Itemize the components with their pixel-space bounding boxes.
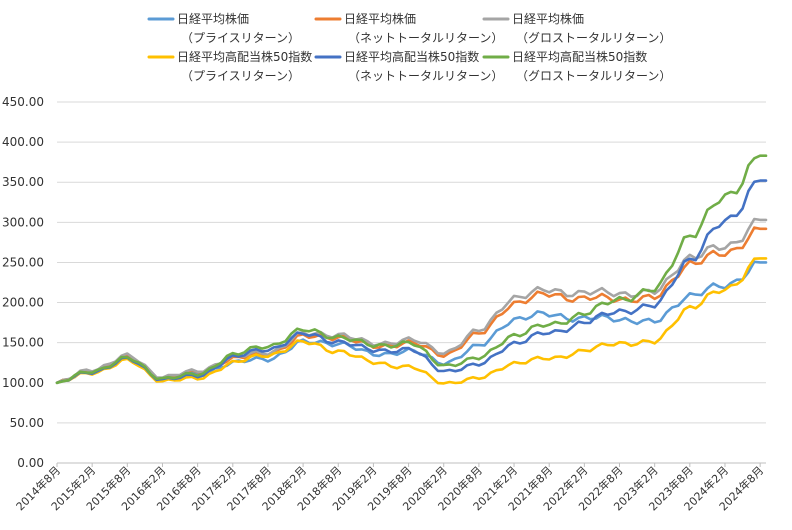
y-tick-label: 150.00 [2, 336, 44, 350]
y-tick-label: 450.00 [2, 95, 44, 109]
legend-sublabel: （ネットトータルリターン） [348, 69, 503, 83]
legend-label: 日経平均株価 [512, 11, 584, 26]
legend-sublabel: （プライスリターン） [181, 31, 300, 45]
y-tick-label: 100.00 [2, 376, 44, 390]
series-lines [55, 154, 768, 385]
series-line [55, 154, 768, 385]
legend-sublabel: （ネットトータルリターン） [348, 31, 503, 45]
legend-label: 日経平均株価 [344, 11, 416, 26]
legend-label: 日経平均高配当株50指数 [344, 49, 479, 64]
series-line [55, 226, 768, 385]
legend-sublabel: （グロストータルリターン） [516, 69, 671, 83]
y-tick-label: 400.00 [2, 135, 44, 149]
y-tick-label: 300.00 [2, 215, 44, 229]
gridlines [57, 101, 766, 464]
y-tick-label: 50.00 [10, 416, 44, 430]
legend-label: 日経平均高配当株50指数 [177, 49, 312, 64]
y-tick-label: 200.00 [2, 296, 44, 310]
legend-label: 日経平均株価 [177, 11, 249, 26]
y-tick-label: 350.00 [2, 175, 44, 189]
series-line [55, 260, 768, 385]
legend-label: 日経平均高配当株50指数 [512, 49, 647, 64]
x-axis-ticks: 2014年8月2015年2月2015年8月2016年2月2016年8月2017年… [13, 463, 766, 513]
y-axis-ticks: 0.00 50.00 100.00 150.00 200.00 250.00 300.00 3… [2, 95, 44, 470]
series-line [55, 257, 768, 385]
legend-sublabel: （プライスリターン） [181, 69, 300, 83]
legend: 日経平均株価 （プライスリターン） 日経平均株価 （ネットトータルリターン） 日経平均株… [147, 11, 671, 83]
legend-sublabel: （グロストータルリターン） [516, 31, 671, 45]
y-tick-label: 0.00 [17, 456, 44, 470]
y-tick-label: 250.00 [2, 255, 44, 269]
